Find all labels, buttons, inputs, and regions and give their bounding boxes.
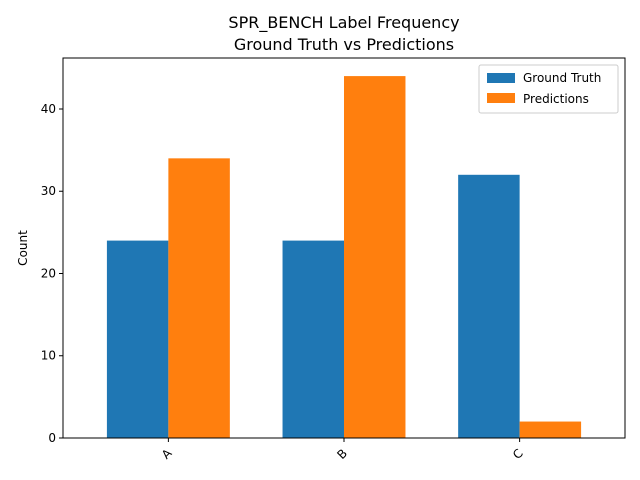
bar-ground-truth-c — [458, 174, 520, 438]
bar-ground-truth-a — [106, 240, 169, 438]
plot-frame — [62, 57, 626, 439]
bar-predictions-b — [344, 76, 406, 438]
y-axis-label: Count — [16, 230, 30, 266]
legend-swatch-predictions — [487, 93, 515, 103]
bar-ground-truth-b — [282, 240, 344, 438]
y-tick-label: 20 — [41, 266, 56, 280]
x-tick-label-b: B — [334, 446, 350, 462]
legend-swatch-ground-truth — [487, 73, 515, 83]
y-tick-label: 10 — [41, 349, 56, 363]
bar-predictions-c — [519, 421, 582, 438]
y-tick-label: 30 — [41, 184, 56, 198]
legend-label-predictions: Predictions — [523, 92, 589, 106]
legend-label-ground-truth: Ground Truth — [523, 71, 601, 85]
y-tick-label: 40 — [41, 102, 56, 116]
plot-area: 0 10 20 30 40 A B C — [41, 76, 582, 462]
x-tick-label-a: A — [159, 446, 175, 462]
legend: Ground Truth Predictions — [478, 64, 619, 114]
chart-title: SPR_BENCH Label Frequency — [228, 13, 459, 33]
x-tick-label-c: C — [510, 446, 526, 462]
bar-predictions-a — [168, 158, 230, 438]
chart-subtitle: Ground Truth vs Predictions — [234, 35, 454, 54]
y-tick-label: 0 — [48, 431, 56, 445]
